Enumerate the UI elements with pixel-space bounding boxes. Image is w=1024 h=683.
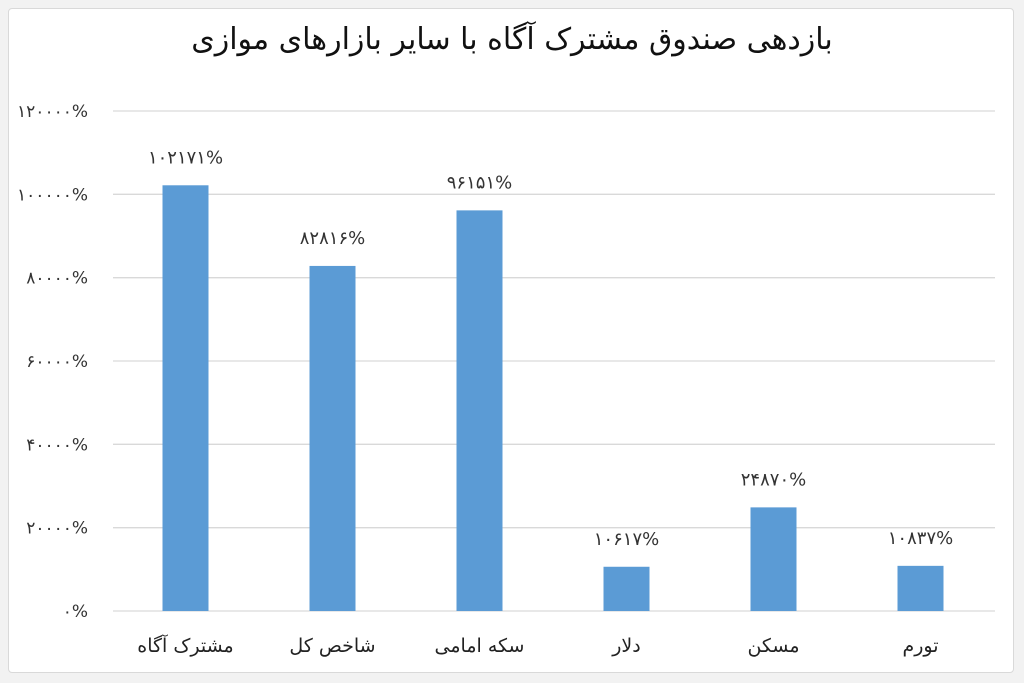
y-tick-label: ۲۰۰۰۰% <box>26 519 88 539</box>
bar <box>750 507 797 611</box>
bars <box>162 185 944 611</box>
data-label: ۹۶۱۵۱% <box>447 172 512 193</box>
category-labels: مشترک آگاه شاخص کل سکه امامی دلار مسکن تورم <box>137 633 938 657</box>
data-labels: ۱۰۲۱۷۱% ۸۲۸۱۶% ۹۶۱۵۱% ۱۰۶۱۷% ۲۴۸۷۰% ۱۰۸۳۷% <box>148 147 953 549</box>
chart-title: بازدهی صندوق مشترک آگاه با سایر بازارهای… <box>191 22 833 57</box>
grid-lines <box>113 110 995 612</box>
y-tick-label: ۰% <box>63 602 88 622</box>
data-label: ۲۴۸۷۰% <box>741 469 806 490</box>
data-label: ۱۰۲۱۷۱% <box>148 147 223 168</box>
y-axis-ticks: ۰% ۲۰۰۰۰% ۴۰۰۰۰% ۶۰۰۰۰% ۸۰۰۰۰% ۱۰۰۰۰۰% ۱۲۰۰۰۰% <box>17 102 88 622</box>
bar <box>162 185 209 611</box>
y-tick-label: ۱۲۰۰۰۰% <box>17 102 88 122</box>
data-label: ۱۰۶۱۷% <box>594 529 659 550</box>
data-label: ۱۰۸۳۷% <box>888 528 953 549</box>
y-tick-label: ۴۰۰۰۰% <box>26 435 88 455</box>
category-label: دلار <box>611 635 640 657</box>
y-tick-label: ۱۰۰۰۰۰% <box>17 185 88 205</box>
bar <box>603 566 650 611</box>
category-label: سکه امامی <box>435 635 525 657</box>
data-label: ۸۲۸۱۶% <box>300 228 365 249</box>
category-label: تورم <box>902 635 938 657</box>
category-label: شاخص کل <box>289 635 375 657</box>
bar <box>309 265 356 611</box>
bar <box>897 565 944 611</box>
category-label: مسکن <box>747 635 799 657</box>
y-tick-label: ۸۰۰۰۰% <box>26 269 88 289</box>
y-tick-label: ۶۰۰۰۰% <box>26 352 88 372</box>
category-label: مشترک آگاه <box>137 633 233 657</box>
bar <box>456 210 503 611</box>
